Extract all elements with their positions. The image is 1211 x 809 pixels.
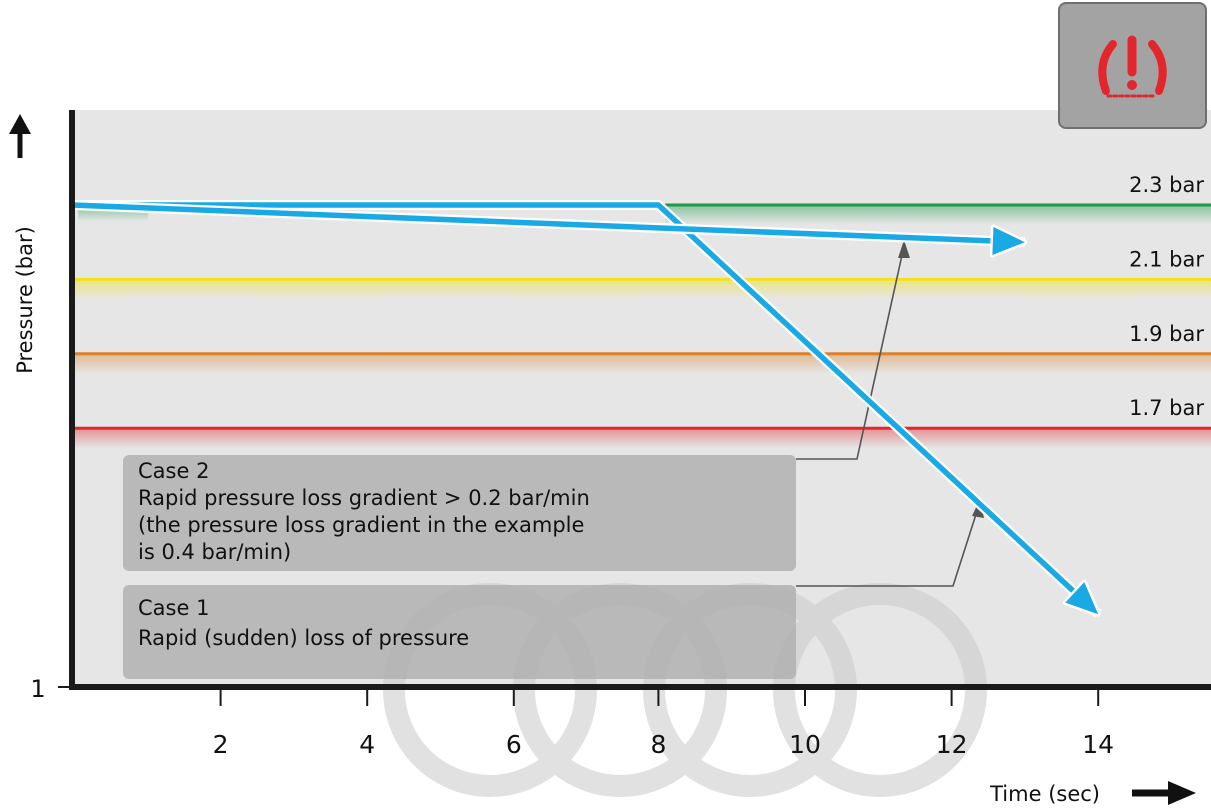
case2-line-4: is 0.4 bar/min) (138, 540, 291, 564)
case2-annotation-box (123, 455, 796, 571)
series-line (72, 202, 1101, 617)
x-tick-label: 12 (936, 730, 968, 759)
case2-annotation-text: Case 2 Rapid pressure loss gradient > 0.… (138, 459, 596, 564)
case2-leader-line (796, 245, 905, 460)
threshold-lines: 2.3 bar 2.1 bar 1.9 bar 1.7 bar (72, 173, 1211, 449)
y-axis-label: Pressure (bar) (13, 226, 37, 374)
case1-line-1: Case 1 (138, 596, 209, 620)
threshold-glow (72, 428, 1211, 449)
case2-line-3: (the pressure loss gradient in the examp… (138, 513, 584, 537)
case1-annotation-text: Case 1 Rapid (sudden) loss of pressure (138, 596, 469, 650)
case2-line-1: Case 2 (138, 459, 209, 483)
threshold-label: 2.3 bar (1129, 173, 1204, 197)
pressure-series (71, 200, 1102, 618)
series-line (71, 202, 1026, 245)
case1-line-2: Rapid (sudden) loss of pressure (138, 626, 469, 650)
case2-leader-arrowhead (898, 240, 910, 258)
threshold-label: 2.1 bar (1129, 247, 1204, 271)
case1-leader-line (796, 504, 980, 587)
x-axis-label: Time (sec) (989, 782, 1100, 806)
tpms-warning-indicator (1058, 2, 1207, 129)
case2-line-2: Rapid pressure loss gradient > 0.2 bar/m… (138, 486, 590, 510)
case1-annotation-box (123, 585, 796, 679)
x-tick-label: 6 (506, 730, 522, 759)
y-tick-label-1: 1 (30, 675, 45, 703)
threshold-label: 1.7 bar (1129, 396, 1204, 420)
x-ticks: 2 4 6 8 10 12 14 (213, 687, 1114, 759)
series-arrowhead (992, 226, 1025, 255)
series-arrowhead (1065, 582, 1099, 615)
x-tick-label: 14 (1082, 730, 1114, 759)
threshold-glow (665, 205, 1211, 225)
x-tick-label: 4 (359, 730, 375, 759)
x-axis-arrow-icon (1132, 781, 1196, 805)
x-tick-label: 2 (213, 730, 229, 759)
x-tick-label: 10 (789, 730, 821, 759)
tpms-warning-icon (1098, 35, 1167, 98)
threshold-glow (72, 279, 1211, 300)
x-tick-label: 8 (650, 730, 666, 759)
y-axis-arrow-icon (9, 114, 31, 158)
threshold-glow (72, 353, 1211, 374)
threshold-label: 1.9 bar (1129, 322, 1204, 346)
